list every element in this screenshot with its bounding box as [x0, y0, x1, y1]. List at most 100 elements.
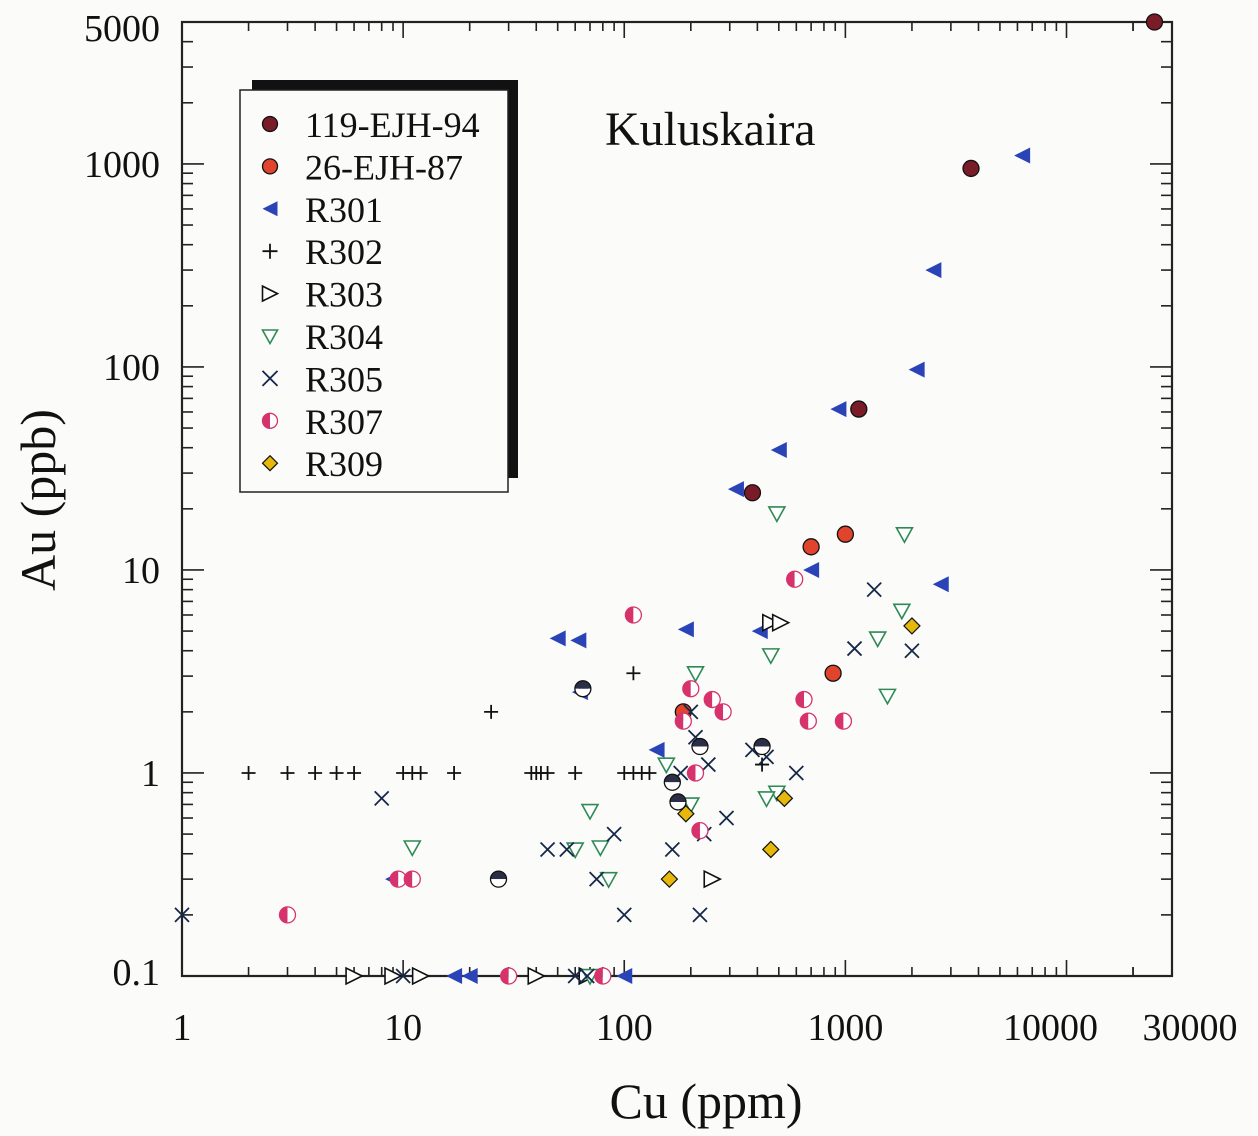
marker: [788, 765, 804, 781]
y-tick-label: 0.1: [113, 952, 161, 994]
marker: [691, 821, 709, 840]
legend-item: R307: [261, 402, 383, 442]
marker: [588, 871, 605, 887]
data-point: [656, 757, 676, 775]
data-point: [402, 840, 422, 858]
marker: [540, 765, 555, 780]
data-point: [591, 840, 610, 858]
marker: [570, 632, 587, 649]
data-point: [411, 966, 431, 986]
data-point: [648, 741, 665, 758]
marker: [691, 737, 709, 756]
marker: [690, 680, 699, 697]
x-axis-label: Cu (ppm): [609, 1073, 802, 1129]
legend-marker: [261, 284, 280, 303]
data-point: [579, 968, 595, 984]
data-point: [771, 613, 791, 632]
marker: [602, 968, 611, 984]
marker: [669, 801, 686, 810]
marker: [700, 756, 716, 773]
data-point: [677, 804, 695, 823]
data-point: [489, 870, 508, 888]
marker: [384, 966, 403, 986]
y-tick-label: 1000: [84, 144, 160, 186]
marker: [843, 713, 852, 730]
marker: [868, 631, 888, 649]
x-tick-label: 30000: [1143, 1007, 1238, 1049]
marker: [279, 906, 288, 923]
legend-label: R303: [305, 275, 383, 315]
marker: [824, 664, 842, 682]
marker: [715, 703, 724, 720]
marker: [567, 968, 583, 984]
marker: [664, 841, 680, 858]
marker: [1014, 147, 1031, 164]
data-point: [757, 791, 776, 808]
marker: [447, 765, 462, 780]
data-point: [574, 680, 592, 698]
chart-title: Kuluskaira: [605, 103, 816, 156]
data-point: [663, 773, 681, 791]
plot-area: [180, 20, 1174, 978]
data-point: [1014, 147, 1031, 164]
data-point: [329, 765, 344, 780]
marker: [723, 703, 732, 720]
marker: [677, 804, 695, 823]
data-point: [278, 906, 297, 924]
data-point: [599, 871, 619, 889]
marker: [574, 680, 592, 698]
data-point: [616, 907, 632, 923]
data-point: [565, 842, 585, 860]
data-point: [866, 581, 882, 598]
marker: [775, 789, 794, 808]
x-tick-label: 10: [384, 1007, 422, 1049]
marker: [675, 713, 684, 730]
data-point: [669, 793, 687, 811]
data-points: [174, 13, 1164, 986]
data-point: [892, 603, 912, 621]
marker: [932, 576, 949, 593]
marker: [681, 797, 701, 815]
legend-item: R302: [262, 232, 383, 272]
data-point: [691, 821, 709, 840]
marker: [594, 968, 603, 984]
y-tick-label: 100: [103, 347, 160, 389]
data-point: [588, 871, 605, 887]
marker: [754, 746, 771, 755]
marker: [574, 688, 591, 697]
legend-label: R307: [305, 402, 383, 442]
data-point: [580, 803, 600, 821]
data-point: [626, 666, 641, 681]
data-point: [727, 481, 744, 498]
marker: [691, 822, 700, 839]
legend-label: R301: [305, 190, 383, 230]
marker: [625, 606, 634, 623]
data-point: [616, 968, 633, 984]
data-point: [447, 765, 462, 780]
marker: [908, 361, 925, 378]
marker: [616, 907, 632, 923]
legend-marker: [270, 413, 278, 429]
data-point: [846, 640, 863, 657]
marker: [704, 691, 713, 708]
marker: [574, 680, 591, 689]
legend-item: R303: [261, 275, 383, 315]
legend-item: R304: [261, 317, 383, 357]
data-point: [674, 712, 692, 730]
marker: [508, 968, 517, 984]
marker: [345, 966, 364, 986]
legend-label: R302: [305, 232, 383, 272]
data-point: [703, 869, 723, 889]
x-tick-label: 1000: [807, 1007, 883, 1049]
plot-border: [180, 20, 1174, 978]
marker: [925, 262, 942, 279]
data-point: [389, 870, 407, 888]
data-point: [761, 840, 780, 859]
legend-label: R305: [305, 359, 383, 399]
data-point: [395, 968, 411, 984]
marker: [624, 606, 643, 624]
marker: [796, 691, 805, 708]
marker: [703, 869, 723, 889]
marker: [413, 765, 428, 780]
